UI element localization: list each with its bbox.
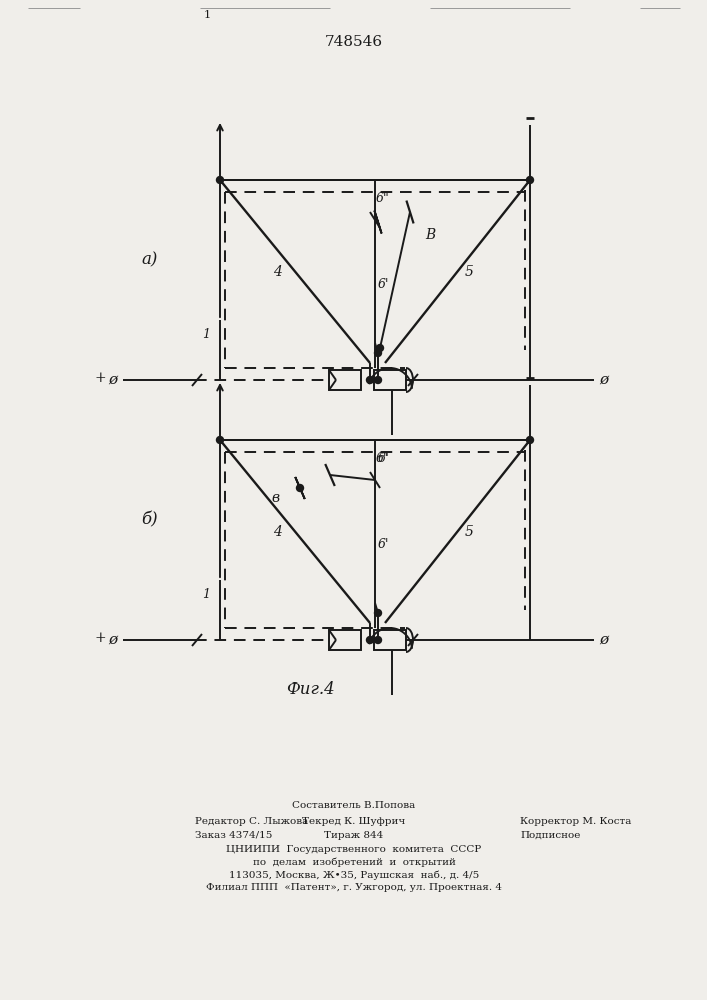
- Text: 4: 4: [273, 264, 281, 278]
- Text: Текред К. Шуфрич: Текред К. Шуфрич: [303, 816, 406, 826]
- Text: ø: ø: [108, 633, 117, 647]
- Circle shape: [375, 637, 382, 644]
- Text: 1: 1: [202, 588, 210, 601]
- Text: Филиал ППП  «Патент», г. Ужгород, ул. Проектная. 4: Филиал ППП «Патент», г. Ужгород, ул. Про…: [206, 884, 502, 892]
- Text: ЦНИИПИ  Государственного  комитета  СССР: ЦНИИПИ Государственного комитета СССР: [226, 844, 481, 854]
- Text: 5: 5: [465, 264, 474, 278]
- Text: по  делам  изобретений  и  открытий: по делам изобретений и открытий: [252, 857, 455, 867]
- Text: а): а): [142, 251, 158, 268]
- Text: Редактор С. Лыжова: Редактор С. Лыжова: [195, 816, 308, 826]
- Text: б): б): [141, 512, 158, 528]
- Circle shape: [216, 436, 223, 444]
- Text: в: в: [271, 491, 279, 505]
- Circle shape: [366, 376, 373, 383]
- Circle shape: [366, 637, 373, 644]
- Circle shape: [375, 609, 382, 616]
- Text: Тираж 844: Тираж 844: [325, 830, 384, 840]
- Text: 6": 6": [376, 452, 390, 464]
- Circle shape: [375, 376, 382, 383]
- Text: 6': 6': [378, 538, 389, 550]
- Text: В: В: [425, 228, 435, 242]
- Text: ø: ø: [600, 633, 609, 647]
- Text: 748546: 748546: [325, 35, 383, 49]
- Text: 113035, Москва, Ж•35, Раушская  наб., д. 4/5: 113035, Москва, Ж•35, Раушская наб., д. …: [229, 870, 479, 880]
- Circle shape: [527, 176, 534, 184]
- Circle shape: [527, 436, 534, 444]
- Bar: [374, 630, 406, 650]
- Text: 4: 4: [273, 524, 281, 538]
- Text: +: +: [94, 631, 106, 645]
- Text: 6": 6": [376, 192, 390, 205]
- Circle shape: [296, 485, 303, 491]
- Text: ø: ø: [108, 373, 117, 387]
- Text: 1: 1: [202, 328, 210, 342]
- Text: +: +: [94, 371, 106, 385]
- Bar: [329, 630, 361, 650]
- Text: Корректор М. Коста: Корректор М. Коста: [520, 816, 631, 826]
- Text: Составитель В.Попова: Составитель В.Попова: [293, 800, 416, 810]
- Text: Подписное: Подписное: [520, 830, 580, 840]
- Circle shape: [375, 350, 382, 357]
- Text: Фиг.4: Фиг.4: [286, 682, 334, 698]
- Bar: [329, 370, 361, 390]
- Text: 6': 6': [378, 277, 389, 290]
- Text: 6': 6': [378, 452, 389, 464]
- Bar: [374, 370, 406, 390]
- Text: 5: 5: [465, 524, 474, 538]
- Text: Заказ 4374/15: Заказ 4374/15: [195, 830, 272, 840]
- Text: 1: 1: [204, 10, 211, 20]
- Circle shape: [216, 176, 223, 184]
- Text: ø: ø: [600, 373, 609, 387]
- Circle shape: [377, 344, 383, 352]
